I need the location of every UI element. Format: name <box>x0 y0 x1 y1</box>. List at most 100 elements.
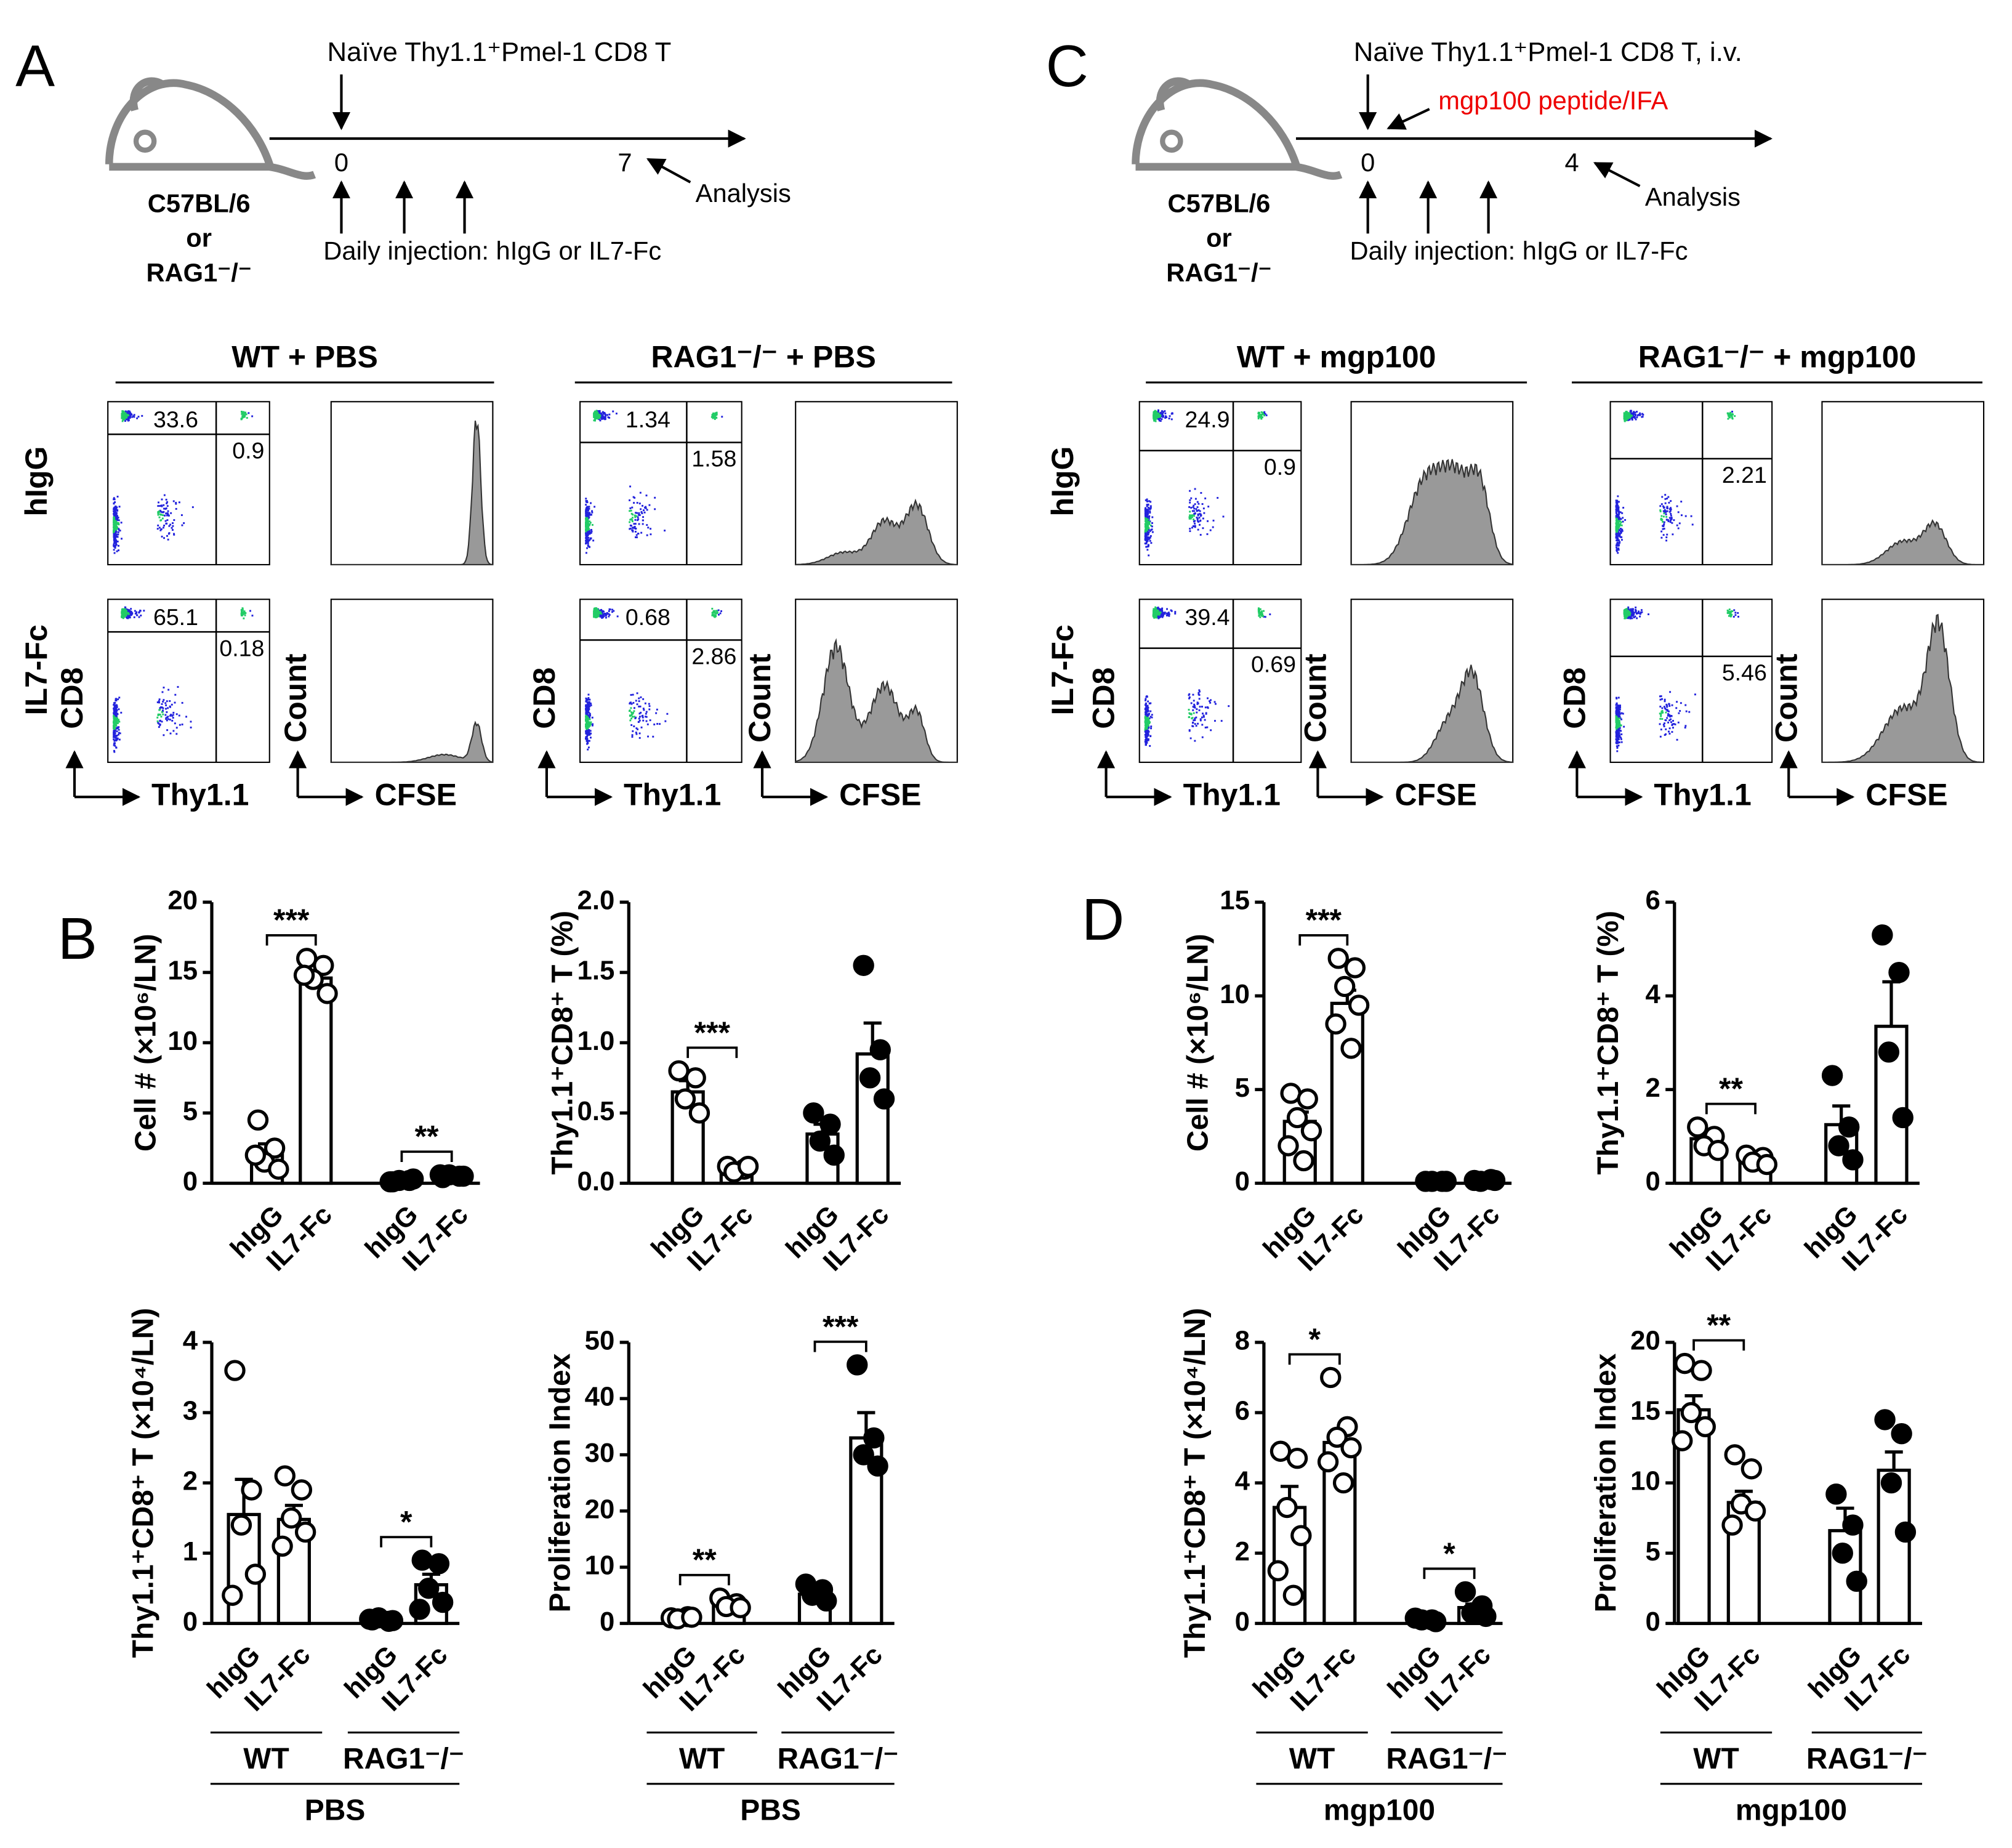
event-dot <box>1731 418 1734 420</box>
event-dot <box>1617 531 1619 533</box>
event-dot <box>1201 736 1204 738</box>
event-dot <box>1196 711 1198 714</box>
event-dot <box>1145 517 1147 520</box>
event-dot <box>585 729 588 732</box>
event-dot <box>1145 526 1147 528</box>
event-dot <box>162 527 164 529</box>
event-dot <box>1671 522 1673 524</box>
event-dot <box>115 524 118 527</box>
event-dot <box>1189 515 1191 518</box>
event-dot <box>638 523 640 525</box>
event-dot <box>113 531 115 533</box>
event-dot <box>1193 504 1195 507</box>
event-dot <box>158 516 161 518</box>
event-dot <box>633 707 635 709</box>
event-dot <box>603 416 605 418</box>
event-dot <box>585 732 587 735</box>
event-dot <box>158 698 161 701</box>
event-dot <box>175 727 178 729</box>
event-dot <box>1625 617 1627 619</box>
scatter-dots <box>585 410 723 554</box>
y-axis-label: Thy1.1⁺CD8⁺ T (%) <box>547 911 579 1175</box>
event-dot <box>600 608 603 611</box>
event-dot <box>1148 527 1150 530</box>
event-dot <box>115 518 118 520</box>
event-dot <box>1148 712 1150 715</box>
event-dot <box>1627 606 1630 608</box>
event-dot <box>1670 715 1672 717</box>
event-dot <box>1616 696 1617 699</box>
event-dot <box>1667 519 1670 522</box>
event-dot <box>1193 700 1195 702</box>
event-dot <box>242 611 244 613</box>
mouse-ear <box>129 77 166 111</box>
event-dot <box>1145 721 1148 723</box>
flow-axis-label: CFSE <box>1865 777 1947 812</box>
event-dot <box>1625 608 1628 610</box>
event-dot <box>114 538 116 540</box>
event-dot <box>245 413 247 416</box>
event-dot <box>659 723 661 725</box>
event-dot <box>1146 717 1149 719</box>
event-dot <box>1146 504 1148 506</box>
event-dot <box>1199 510 1201 512</box>
event-dot <box>1147 729 1149 732</box>
event-dot <box>123 616 126 618</box>
event-dot <box>1145 515 1148 518</box>
event-dot <box>124 610 126 612</box>
event-dot <box>1618 732 1620 735</box>
y-tick-label: 1.0 <box>577 1026 615 1056</box>
event-dot <box>1157 614 1160 616</box>
event-dot <box>114 501 116 503</box>
event-dot <box>1257 411 1260 414</box>
event-dot <box>169 719 171 721</box>
event-dot <box>1144 512 1146 515</box>
event-dot <box>634 530 637 533</box>
event-dot <box>1145 713 1148 716</box>
event-dot <box>585 737 587 740</box>
event-dot <box>604 418 606 420</box>
event-dot <box>1737 616 1740 618</box>
event-dot <box>113 734 115 736</box>
event-dot <box>114 542 116 544</box>
event-dot <box>113 538 115 540</box>
event-dot <box>647 527 650 529</box>
event-dot <box>167 707 169 709</box>
event-dot <box>630 707 632 709</box>
data-point <box>873 1088 895 1110</box>
event-dot <box>1673 519 1675 522</box>
event-dot <box>1662 711 1664 714</box>
event-dot <box>586 527 589 529</box>
group-label: WT <box>243 1743 289 1775</box>
event-dot <box>121 609 124 611</box>
event-dot <box>135 611 137 614</box>
event-dot <box>629 719 632 722</box>
event-dot <box>114 507 116 509</box>
event-dot <box>113 733 115 735</box>
event-dot <box>128 614 131 616</box>
event-dot <box>1619 734 1621 736</box>
event-dot <box>157 524 159 527</box>
event-dot <box>1258 612 1260 615</box>
event-dot <box>1728 608 1731 611</box>
peptide-arrow <box>1386 108 1430 130</box>
significance-label: *** <box>1306 903 1342 937</box>
event-dot <box>596 608 598 610</box>
event-dot <box>1617 508 1620 510</box>
event-dot <box>1190 702 1193 704</box>
event-dot <box>160 510 163 513</box>
event-dot <box>1207 707 1209 709</box>
event-dot <box>1666 717 1668 719</box>
event-dot <box>629 710 630 712</box>
event-dot <box>172 714 174 716</box>
event-dot <box>1145 711 1147 713</box>
event-dot <box>1619 536 1622 538</box>
event-dot <box>1148 531 1150 534</box>
event-dot <box>1146 709 1148 711</box>
event-dot <box>641 512 643 515</box>
event-dot <box>164 514 166 517</box>
event-dot <box>634 496 636 499</box>
event-dot <box>1153 612 1155 615</box>
event-dot <box>1617 735 1620 737</box>
event-dot <box>1157 410 1159 413</box>
